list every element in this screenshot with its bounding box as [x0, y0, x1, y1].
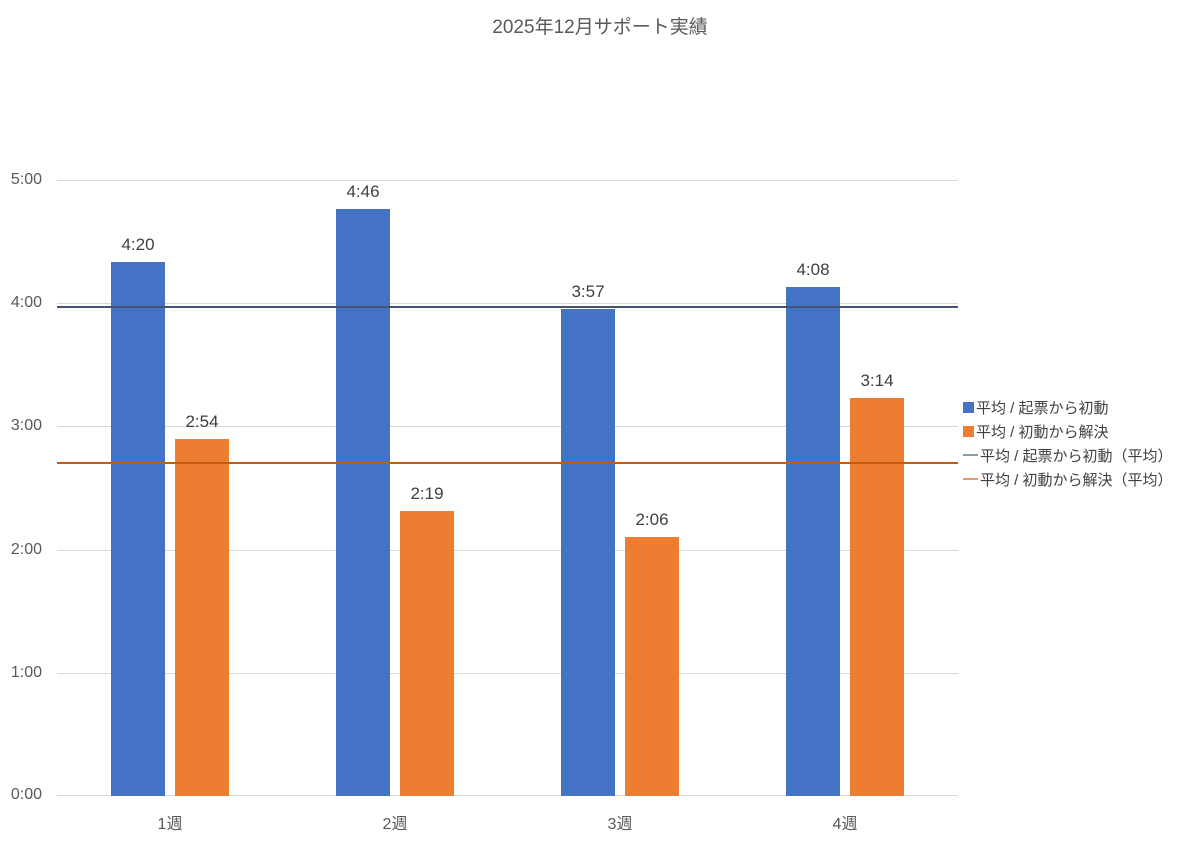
- x-axis: 1週 2週 3週 4週: [57, 796, 958, 836]
- chart-title: 2025年12月サポート実績: [492, 17, 708, 38]
- gridline: [57, 550, 958, 551]
- legend-item-label: 平均 / 起票から初動（平均）: [980, 447, 1173, 465]
- y-axis-tick-label: 2:00: [10, 541, 42, 558]
- x-axis-category-label: 2週: [382, 816, 408, 833]
- legend-item-label: 平均 / 起票から初動: [976, 399, 1109, 417]
- x-axis-category-label: 1週: [157, 816, 183, 833]
- legend-item-series-2: 平均 / 初動から解決: [963, 419, 1173, 443]
- legend-item-series-1: 平均 / 起票から初動: [963, 395, 1173, 419]
- legend-item-label: 平均 / 初動から解決: [976, 423, 1109, 441]
- y-axis-tick-label: 3:00: [10, 417, 42, 434]
- average-line-orange: [57, 462, 958, 464]
- bar-blue-week4: [786, 287, 840, 796]
- bar-blue-week3: [561, 309, 615, 796]
- legend-square-marker: [963, 401, 974, 413]
- bar-value-label: 4:46: [346, 182, 380, 201]
- legend-line-marker: [963, 478, 978, 480]
- bar-blue-week2: [336, 209, 390, 796]
- legend-line-marker: [963, 454, 978, 456]
- y-axis-tick-label: 1:00: [10, 664, 42, 681]
- bar-value-label: 2:06: [635, 510, 669, 529]
- gridline: [57, 795, 958, 796]
- gridline: [57, 673, 958, 674]
- bar-orange-week2: [400, 511, 454, 796]
- bar-value-label: 3:14: [860, 371, 894, 390]
- gridline: [57, 426, 958, 427]
- bar-orange-week4: [850, 398, 904, 796]
- legend: 平均 / 起票から初動 平均 / 初動から解決平均 / 起票から初動（平均） 平均 …: [963, 395, 1173, 491]
- y-axis-tick-label: 5:00: [10, 171, 42, 188]
- bar-orange-week3: [625, 537, 679, 796]
- legend-item-label: 平均 / 初動から解決（平均）: [980, 471, 1173, 489]
- legend-square-marker: [963, 425, 974, 437]
- legend-item-average-line-1: 平均 / 起票から初動（平均）: [963, 443, 1173, 467]
- bar-value-label: 3:57: [571, 282, 605, 301]
- bar-value-label: 4:20: [121, 235, 155, 254]
- gridline: [57, 180, 958, 181]
- gridline: [57, 303, 958, 304]
- average-line-blue: [57, 306, 958, 308]
- y-axis-tick-label: 0:00: [10, 786, 42, 803]
- plot-area: 4:20 2:54 4:46 2:19 3:57 2:06 4:08 3:14: [57, 180, 958, 796]
- legend-item-average-line-2: 平均 / 初動から解決（平均）: [963, 467, 1173, 491]
- bar-value-label: 2:19: [410, 484, 444, 503]
- x-axis-category-label: 4週: [832, 816, 858, 833]
- bar-orange-week1: [175, 439, 229, 796]
- bar-value-label: 2:54: [185, 412, 219, 431]
- x-axis-category-label: 3週: [607, 816, 633, 833]
- bar-value-label: 4:08: [796, 260, 830, 279]
- bar-blue-week1: [111, 262, 165, 796]
- y-axis-tick-label: 4:00: [10, 294, 42, 311]
- y-axis: 0:00 1:00 2:00 3:00 4:00 5:00: [0, 171, 42, 803]
